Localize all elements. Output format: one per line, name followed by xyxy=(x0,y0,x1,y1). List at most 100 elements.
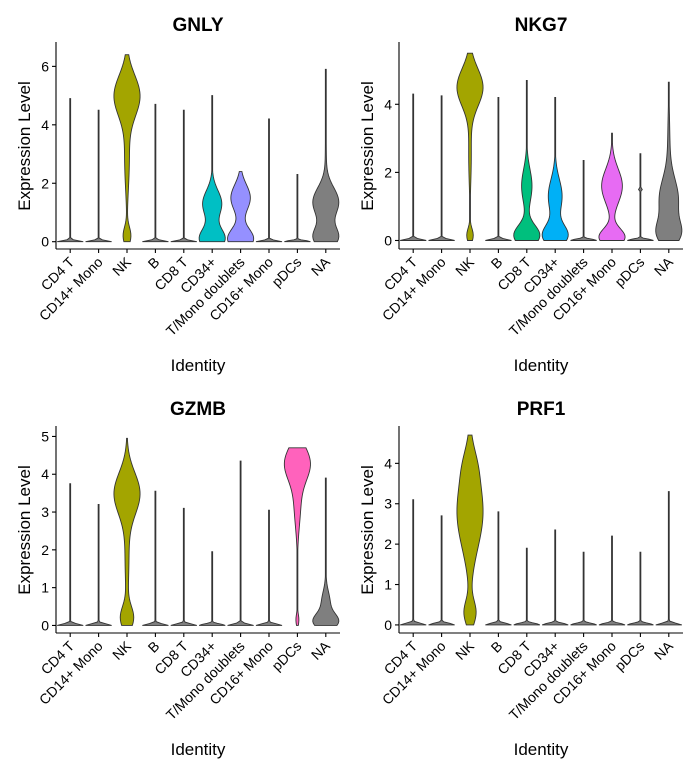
violin-cd14-mono xyxy=(428,515,455,626)
y-tick-label: 0 xyxy=(384,232,392,248)
x-tick-label: pDCs xyxy=(268,254,304,290)
y-tick-label: 4 xyxy=(384,455,392,471)
y-tick-label: 0 xyxy=(384,617,392,633)
violin-t-mono-doublets xyxy=(227,171,255,243)
violin-cd8-t xyxy=(170,507,197,626)
panel-title: GZMB xyxy=(170,399,226,420)
violin-cd34- xyxy=(541,529,569,626)
x-tick-label: NA xyxy=(651,253,677,279)
violin-na xyxy=(312,68,340,243)
violin-na xyxy=(312,477,340,626)
x-tick-label: NK xyxy=(452,637,478,663)
violin-cd16-mono xyxy=(598,535,626,626)
x-tick-label: B xyxy=(145,638,163,656)
violin-b xyxy=(485,511,512,626)
violin-cd14-mono xyxy=(85,504,112,626)
violin-cd16-mono xyxy=(255,118,283,243)
violin-cd14-mono xyxy=(428,95,455,241)
x-axis-title: Identity xyxy=(171,740,226,759)
violins xyxy=(57,54,340,243)
panel-title: GNLY xyxy=(172,15,223,36)
violin-t-mono-doublets xyxy=(570,160,597,241)
violin-cd8-t xyxy=(513,547,541,626)
panel-title: NKG7 xyxy=(515,15,568,36)
x-tick-label: pDCs xyxy=(268,638,304,674)
x-tick-label: pDCs xyxy=(611,638,647,674)
y-tick-label: 4 xyxy=(384,96,392,112)
violin-nk xyxy=(113,54,141,243)
x-tick-label: NA xyxy=(308,637,334,663)
y-tick-label: 2 xyxy=(41,542,49,558)
y-axis-title: Expression Level xyxy=(15,81,34,210)
violin-cd16-mono xyxy=(598,132,626,241)
x-axis-title: Identity xyxy=(514,356,569,375)
violin-b xyxy=(142,103,169,243)
violin-pdcs xyxy=(283,447,311,626)
violin-pdcs xyxy=(627,153,654,241)
x-tick-label: NA xyxy=(651,637,677,663)
violin-b xyxy=(142,490,169,626)
violin-cd4-t xyxy=(57,483,84,626)
x-tick-label: NK xyxy=(109,253,135,279)
violins xyxy=(57,437,340,626)
y-tick-label: 5 xyxy=(41,428,49,444)
y-tick-label: 4 xyxy=(41,117,49,133)
x-tick-label: B xyxy=(488,254,506,272)
violin-b xyxy=(485,97,512,241)
x-tick-label: B xyxy=(488,638,506,656)
violin-cd34- xyxy=(541,97,569,241)
violins xyxy=(400,434,682,626)
violin-na xyxy=(655,491,682,626)
y-tick-label: 3 xyxy=(41,504,49,520)
violin-nk xyxy=(456,52,484,241)
violin-cd4-t xyxy=(400,499,427,626)
violin-cd16-mono xyxy=(255,509,283,626)
violin-cd34- xyxy=(198,95,226,243)
violin-na xyxy=(655,81,683,241)
violins xyxy=(400,52,683,241)
y-tick-label: 4 xyxy=(41,466,49,482)
x-tick-label: NK xyxy=(452,253,478,279)
violin-pdcs xyxy=(284,174,311,243)
violin-t-mono-doublets xyxy=(570,551,597,626)
x-tick-label: NK xyxy=(109,637,135,663)
y-tick-label: 3 xyxy=(384,496,392,512)
x-tick-label: NA xyxy=(308,253,334,279)
y-tick-label: 2 xyxy=(384,164,392,180)
y-ticks: 0 1 2 3 4 xyxy=(384,455,399,633)
y-axis-title: Expression Level xyxy=(358,81,377,210)
y-ticks: 0 1 2 3 4 5 xyxy=(41,428,56,633)
violin-cd8-t xyxy=(170,109,197,243)
x-axis-title: Identity xyxy=(171,356,226,375)
violin-cd34- xyxy=(198,551,226,626)
violin-nk xyxy=(456,434,484,626)
x-axis-title: Identity xyxy=(514,740,569,759)
violin-cd8-t xyxy=(513,80,541,241)
y-tick-label: 1 xyxy=(384,577,392,593)
y-tick-label: 0 xyxy=(41,617,49,633)
y-tick-label: 6 xyxy=(41,58,49,74)
violin-cd4-t xyxy=(400,93,427,241)
violin-cd14-mono xyxy=(85,109,112,243)
panel-title: PRF1 xyxy=(517,399,566,420)
y-axis-title: Expression Level xyxy=(15,465,34,594)
y-tick-label: 2 xyxy=(41,175,49,191)
x-tick-label: B xyxy=(145,254,163,272)
y-tick-label: 2 xyxy=(384,536,392,552)
violin-cd4-t xyxy=(57,98,84,243)
violin-t-mono-doublets xyxy=(227,460,254,626)
x-tick-label: pDCs xyxy=(611,254,647,290)
violin-nk xyxy=(113,437,141,626)
y-ticks: 0 2 4 6 xyxy=(41,58,56,250)
y-ticks: 0 2 4 xyxy=(384,96,399,248)
